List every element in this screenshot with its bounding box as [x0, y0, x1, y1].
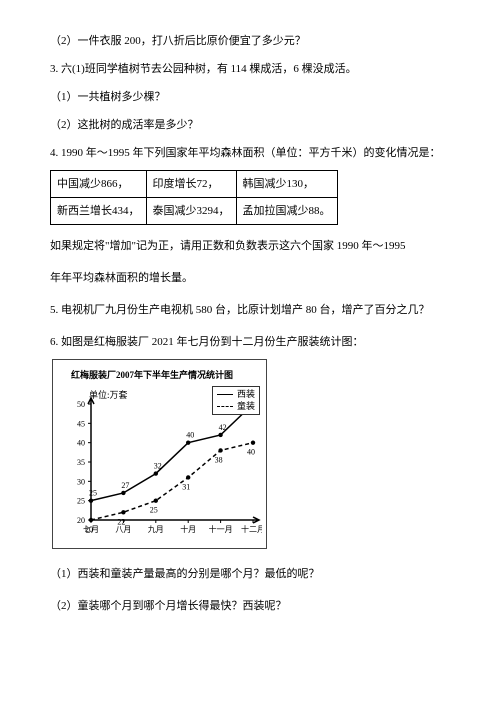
svg-text:40: 40: [186, 431, 194, 440]
svg-text:50: 50: [77, 400, 85, 409]
svg-text:九月: 九月: [148, 525, 164, 534]
svg-text:40: 40: [77, 439, 85, 448]
svg-text:38: 38: [215, 455, 223, 464]
chart-title: 红梅服装厂2007年下半年生产情况统计图: [57, 366, 262, 384]
svg-text:31: 31: [182, 482, 190, 491]
svg-text:22: 22: [117, 517, 125, 526]
q3-stem: 3. 六(1)班同学植树节去公园种树，有 114 棵成活，6 棵没成活。: [50, 58, 450, 80]
q6-sub2: （2）童装哪个月到哪个月增长得最快？西装呢？: [50, 595, 450, 617]
q4-stem: 4. 1990 年～1995 年下列国家年平均森林面积（单位：平方千米）的变化情…: [50, 142, 450, 164]
q2-sub2: （2）一件衣服 200，打八折后比原价便宜了多少元？: [50, 30, 450, 52]
svg-text:十一月: 十一月: [209, 524, 233, 534]
legend-dash-icon: [217, 406, 233, 407]
q3-sub2: （2）这批树的成活率是多少？: [50, 114, 450, 136]
chart-legend: 西装 童装: [212, 386, 260, 415]
chart-body: 西装 童装 单位:万套20253035404550七月八月九月十月十一月十二月2…: [57, 386, 262, 546]
table-cell: 泰国减少3294，: [146, 198, 236, 225]
q5: 5. 电视机厂九月份生产电视机 580 台，比原计划增产 80 台，增产了百分之…: [50, 299, 450, 321]
svg-text:35: 35: [77, 458, 85, 467]
q3-sub1: （1）一共植树多少棵？: [50, 86, 450, 108]
legend-suit-label: 西装: [237, 389, 255, 401]
svg-text:20: 20: [77, 516, 85, 525]
svg-text:20: 20: [85, 525, 93, 534]
svg-text:32: 32: [154, 462, 162, 471]
svg-text:27: 27: [121, 481, 129, 490]
table-cell: 孟加拉国减少88。: [236, 198, 337, 225]
forest-table: 中国减少866，印度增长72，韩国减少130， 新西兰增长434，泰国减少3294…: [50, 170, 338, 225]
table-cell: 印度增长72，: [146, 171, 236, 198]
svg-text:25: 25: [89, 489, 97, 498]
q4-tail-a: 如果规定将"增加"记为正，请用正数和负数表示这六个国家 1990 年～1995: [50, 235, 450, 257]
svg-text:八月: 八月: [115, 525, 131, 534]
q6-stem: 6. 如图是红梅服装厂 2021 年七月份到十二月份生产服装统计图：: [50, 331, 450, 353]
svg-text:25: 25: [77, 497, 85, 506]
svg-text:42: 42: [219, 423, 227, 432]
svg-text:30: 30: [77, 477, 85, 486]
table-cell: 中国减少866，: [51, 171, 147, 198]
q6-sub1: （1）西装和童装产量最高的分别是哪个月？最低的呢？: [50, 563, 450, 585]
q4-tail-b: 年年平均森林面积的增长量。: [50, 267, 450, 289]
table-cell: 韩国减少130，: [236, 171, 337, 198]
svg-text:45: 45: [77, 419, 85, 428]
chart-container: 红梅服装厂2007年下半年生产情况统计图 西装 童装 单位:万套 20 25 30 35…: [52, 359, 267, 549]
svg-text:十月: 十月: [180, 524, 196, 534]
table-cell: 新西兰增长434，: [51, 198, 147, 225]
legend-kids-label: 童装: [237, 401, 255, 413]
legend-line-icon: [217, 394, 233, 395]
svg-text:十二月: 十二月: [241, 524, 262, 534]
svg-text:单位:万套: 单位:万套: [89, 389, 128, 400]
svg-text:25: 25: [150, 506, 158, 515]
svg-text:40: 40: [247, 448, 255, 457]
